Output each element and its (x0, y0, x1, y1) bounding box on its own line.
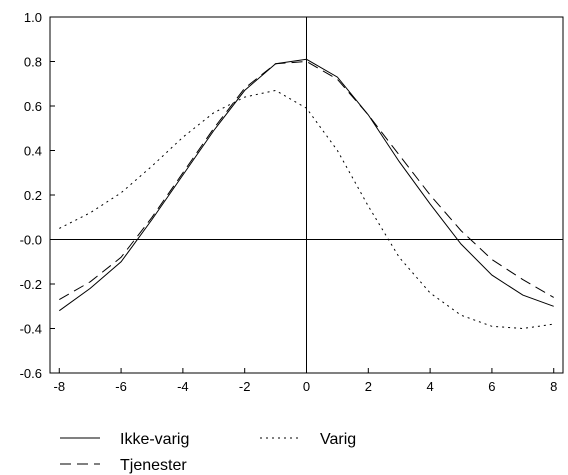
x-tick-label: -6 (115, 379, 127, 394)
y-tick-label: -0.4 (20, 322, 42, 337)
x-tick-label: 4 (426, 379, 433, 394)
plot-area (49, 16, 564, 374)
x-axis: -8 -6 -4 -2 0 2 4 6 8 (53, 368, 557, 394)
y-tick-label: 0.6 (24, 99, 42, 114)
series-line-tjenester (59, 60, 554, 301)
series-layer (59, 58, 554, 330)
y-axis: 1.0 0.8 0.6 0.4 0.2 -0.0 -0.2 -0.4 -0.6 (20, 10, 55, 381)
y-tick-label: -0.6 (20, 366, 42, 381)
y-tick-label: 0.4 (24, 144, 42, 159)
x-tick-label: 0 (303, 379, 310, 394)
y-tick-label: 0.2 (24, 188, 42, 203)
legend-label-ikke-varig: Ikke-varig (120, 431, 189, 448)
x-tick-label: -4 (177, 379, 189, 394)
y-tick-label: -0.0 (20, 233, 42, 248)
x-tick-label: -8 (53, 379, 65, 394)
y-tick-label: 0.8 (24, 55, 42, 70)
x-tick-label: 6 (488, 379, 495, 394)
x-tick-label: 2 (365, 379, 372, 394)
legend: Ikke-varig Varig Tjenester (60, 431, 356, 474)
series-line-varig (59, 89, 554, 330)
x-tick-label: -2 (239, 379, 251, 394)
series-line-ikke-varig (59, 58, 554, 312)
y-tick-label: 1.0 (24, 10, 42, 25)
y-tick-label: -0.2 (20, 277, 42, 292)
legend-label-varig: Varig (320, 431, 356, 448)
legend-label-tjenester: Tjenester (120, 457, 187, 474)
x-tick-label: 8 (550, 379, 557, 394)
